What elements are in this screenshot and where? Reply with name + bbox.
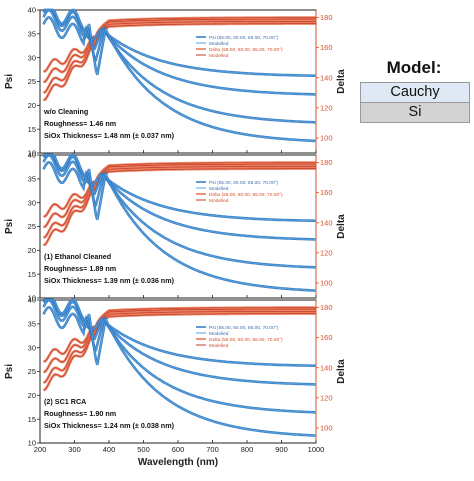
model-layer-si: Si (361, 103, 469, 122)
annotation-2: Roughness= 1.89 nm (44, 264, 116, 273)
x-tick-label: 200 (34, 445, 47, 454)
annotation-3: SiOx Thickness= 1.39 nm (± 0.036 nm) (44, 276, 175, 285)
delta-tick-label: 180 (320, 303, 333, 312)
psi-tick-label: 15 (28, 270, 36, 279)
psi-modelled-line (43, 9, 316, 123)
x-tick-label: 600 (172, 445, 185, 454)
psi-modelled-line (43, 299, 316, 436)
x-tick-label: 500 (137, 445, 150, 454)
psi-tick-label: 35 (28, 174, 36, 183)
x-tick-label: 800 (241, 445, 254, 454)
model-layer-table: Cauchy Si (360, 82, 470, 123)
delta-tick-label: 140 (320, 218, 333, 227)
psi-modelled-line (43, 154, 316, 268)
x-tick-label: 700 (206, 445, 219, 454)
legend-delta-label: Delta (55.00, 60.00, 65.00, 70.00°) (209, 47, 283, 53)
delta-tick-label: 120 (320, 248, 333, 257)
psi-modelled-line (43, 299, 316, 413)
delta-axis-title: Delta (336, 214, 347, 239)
delta-modelled-line (43, 23, 316, 101)
x-tick-label: 1000 (308, 445, 325, 454)
psi-tick-label: 40 (28, 296, 36, 305)
psi-modelled-line (43, 154, 316, 291)
delta-axis-title: Delta (336, 69, 347, 94)
legend-delta-model-label: Modelled (209, 53, 229, 59)
chart-panel-1: 10 15 20 25 30 35 40 100 120 140 160 180 Psi Delta Psi… (4, 6, 347, 158)
psi-tick-label: 40 (28, 6, 36, 15)
psi-tick-label: 15 (28, 125, 36, 134)
chart-panel-2: 10 15 20 25 30 35 40 100 120 140 160 180 Psi Delta Psi… (4, 151, 347, 303)
psi-tick-label: 30 (28, 53, 36, 62)
x-tick-label: 900 (275, 445, 288, 454)
delta-tick-label: 120 (320, 393, 333, 402)
legend-psi-label: Psi (55.00, 60.00, 65.00, 70.00°) (209, 35, 279, 41)
psi-measured-line (42, 160, 316, 223)
psi-tick-label: 10 (28, 149, 36, 158)
model-layer-cauchy: Cauchy (361, 83, 469, 103)
delta-tick-label: 160 (320, 43, 333, 52)
legend-delta-label: Delta (55.00, 60.00, 65.00, 70.00°) (209, 337, 283, 343)
delta-tick-label: 160 (320, 188, 333, 197)
psi-tick-label: 20 (28, 246, 36, 255)
model-title: Model: (386, 58, 442, 77)
psi-axis-title: Psi (4, 74, 15, 89)
annotation-1: (1) Ethanol Cleaned (44, 252, 111, 261)
psi-tick-label: 15 (28, 415, 36, 424)
psi-measured-line (42, 15, 316, 78)
delta-modelled-line (43, 313, 316, 391)
annotation-2: Roughness= 1.90 nm (44, 409, 116, 418)
psi-tick-label: 25 (28, 222, 36, 231)
annotation-1: (2) SC1 RCA (44, 397, 86, 406)
delta-modelled-line (43, 163, 316, 228)
delta-modelled-line (43, 168, 316, 246)
psi-tick-label: 10 (28, 439, 36, 448)
psi-axis-title: Psi (4, 364, 15, 379)
annotation-3: SiOx Thickness= 1.24 nm (± 0.038 nm) (44, 421, 175, 430)
legend-psi-model-label: Modelled (209, 41, 229, 47)
legend-delta-model-label: Modelled (209, 343, 229, 349)
legend-delta-label: Delta (55.00, 60.00, 65.00, 70.00°) (209, 192, 283, 198)
psi-tick-label: 35 (28, 29, 36, 38)
delta-axis-title: Delta (336, 359, 347, 384)
psi-tick-label: 20 (28, 101, 36, 110)
annotation-2: Roughness= 1.46 nm (44, 119, 116, 128)
delta-tick-label: 120 (320, 103, 333, 112)
delta-tick-label: 180 (320, 158, 333, 167)
legend-delta-model-label: Modelled (209, 198, 229, 204)
psi-tick-label: 20 (28, 391, 36, 400)
delta-tick-label: 140 (320, 73, 333, 82)
legend-psi-label: Psi (55.00, 60.00, 65.00, 70.00°) (209, 180, 279, 186)
x-tick-label: 300 (68, 445, 81, 454)
annotation-1: w/o Cleaning (43, 107, 88, 116)
psi-tick-label: 30 (28, 343, 36, 352)
legend-psi-model-label: Modelled (209, 186, 229, 192)
x-tick-label: 400 (103, 445, 116, 454)
delta-tick-label: 160 (320, 333, 333, 342)
delta-tick-label: 100 (320, 279, 333, 288)
delta-modelled-line (43, 18, 316, 83)
psi-measured-line (42, 305, 316, 368)
chart-panel-3: 10 15 20 25 30 35 40 100 120 140 160 180 200 300 400 50… (4, 296, 347, 468)
legend-psi-label: Psi (55.00, 60.00, 65.00, 70.00°) (209, 325, 279, 331)
psi-tick-label: 25 (28, 77, 36, 86)
psi-axis-title: Psi (4, 219, 15, 234)
delta-tick-label: 100 (320, 134, 333, 143)
delta-modelled-line (43, 308, 316, 373)
delta-tick-label: 180 (320, 13, 333, 22)
legend-psi-model-label: Modelled (209, 331, 229, 337)
psi-tick-label: 35 (28, 319, 36, 328)
psi-modelled-line (43, 9, 316, 142)
psi-tick-label: 40 (28, 151, 36, 160)
annotation-3: SiOx Thickness= 1.48 nm (± 0.037 nm) (44, 131, 175, 140)
psi-tick-label: 30 (28, 198, 36, 207)
x-axis-title: Wavelength (nm) (138, 457, 218, 468)
delta-tick-label: 140 (320, 363, 333, 372)
psi-tick-label: 10 (28, 294, 36, 303)
psi-tick-label: 25 (28, 367, 36, 376)
delta-tick-label: 100 (320, 424, 333, 433)
